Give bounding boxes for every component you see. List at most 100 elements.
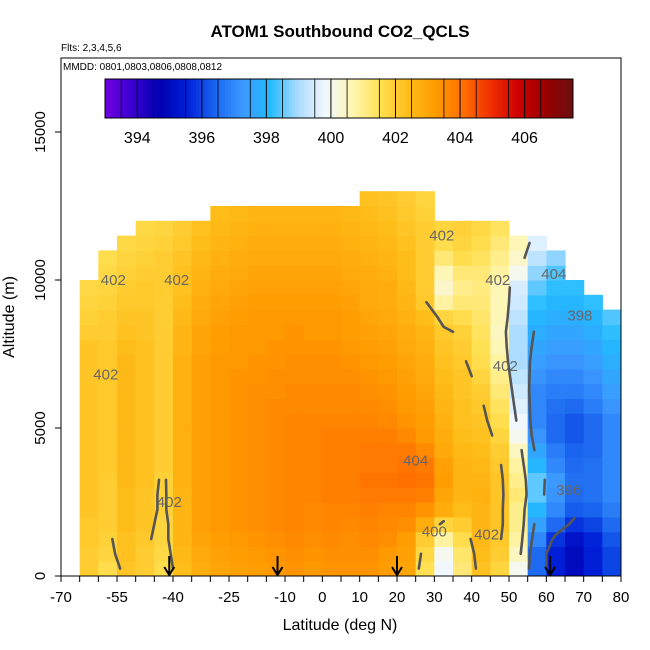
- heatmap-cell: [191, 354, 211, 370]
- heatmap-cell: [98, 457, 118, 473]
- heatmap-cell: [359, 546, 379, 562]
- heatmap-cell: [527, 235, 547, 251]
- heatmap-cell: [210, 487, 230, 503]
- heatmap-cell: [453, 280, 473, 296]
- heatmap-cell: [397, 235, 417, 251]
- heatmap-cell: [453, 472, 473, 488]
- heatmap-cell: [117, 531, 137, 547]
- colorbar-segment: [306, 79, 311, 118]
- heatmap-cell: [453, 413, 473, 429]
- heatmap-cell: [79, 294, 99, 311]
- colorbar-segment: [546, 79, 551, 118]
- heatmap-cell: [509, 428, 529, 444]
- heatmap-cell: [453, 309, 473, 325]
- heatmap-cell: [453, 383, 473, 399]
- heatmap-cell: [135, 265, 155, 281]
- colorbar-segment: [409, 79, 413, 118]
- contour-labels: 402 402 402 402 402 402 402 402 404 400 398 396 404: [93, 228, 592, 544]
- heatmap-cell: [453, 516, 473, 533]
- heatmap-cell: [266, 265, 286, 281]
- colorbar-segment: [567, 79, 571, 118]
- colorbar-segment: [423, 79, 428, 118]
- heatmap-cell: [490, 294, 510, 311]
- heatmap-cell: [79, 546, 99, 562]
- contour-label: 402: [493, 358, 518, 375]
- colorbar-segment: [192, 79, 197, 118]
- heatmap-cell: [546, 354, 566, 370]
- colorbar-segment: [382, 79, 387, 118]
- heatmap-cell: [210, 531, 230, 547]
- heatmap-cell: [285, 250, 305, 266]
- heatmap-cell: [565, 502, 585, 518]
- heatmap-cell: [303, 457, 323, 473]
- heatmap-cell: [322, 339, 342, 355]
- heatmap-cell: [527, 502, 547, 518]
- heatmap-cell: [359, 309, 379, 325]
- heatmap-cell: [509, 339, 529, 355]
- heatmap-cell: [359, 280, 379, 296]
- heatmap-cell: [397, 191, 417, 207]
- heatmap-cell: [303, 472, 323, 488]
- heatmap-cell: [583, 546, 603, 562]
- heatmap-cell: [173, 339, 193, 355]
- heatmap-cell: [117, 368, 137, 385]
- heatmap-cell: [546, 368, 566, 385]
- colorbar-segment: [479, 79, 483, 118]
- heatmap-cell: [546, 339, 566, 355]
- heatmap-cell: [565, 442, 585, 459]
- heatmap-cells: [79, 191, 621, 576]
- heatmap-cell: [583, 294, 603, 311]
- heatmap-cell: [565, 368, 585, 385]
- heatmap-cell: [154, 324, 174, 340]
- colorbar-segment: [143, 79, 147, 118]
- heatmap-cell: [546, 324, 566, 340]
- x-tick-label: -40: [162, 589, 184, 606]
- colorbar-segment: [239, 79, 243, 118]
- heatmap-cell: [98, 339, 118, 355]
- heatmap-cell: [341, 220, 361, 237]
- heatmap-cell: [303, 531, 323, 547]
- x-axis: -70 -55 -40 -25 -10 0 10 20 30 40 50 60 70 80: [50, 576, 629, 606]
- colorbar-segment: [499, 79, 504, 118]
- heatmap-cell: [117, 502, 137, 518]
- colorbar-segment: [312, 79, 317, 118]
- heatmap-cell: [509, 354, 529, 370]
- heatmap-cell: [154, 339, 174, 355]
- heatmap-cell: [471, 383, 491, 399]
- colorbar-segment: [336, 79, 340, 118]
- heatmap-cell: [229, 265, 249, 281]
- heatmap-cell: [378, 398, 398, 414]
- heatmap-cell: [303, 354, 323, 370]
- colorbar-segment: [435, 79, 439, 118]
- heatmap-cell: [173, 442, 193, 459]
- heatmap-cell: [565, 354, 585, 370]
- colorbar-segment: [537, 79, 542, 118]
- heatmap-cell: [434, 220, 454, 237]
- heatmap-cell: [415, 502, 435, 518]
- heatmap-cell: [117, 294, 137, 311]
- heatmap-cell: [471, 398, 491, 414]
- colorbar-segment: [444, 79, 448, 118]
- heatmap-cell: [154, 413, 174, 429]
- heatmap-cell: [266, 354, 286, 370]
- heatmap-cell: [266, 487, 286, 503]
- heatmap-cell: [303, 324, 323, 340]
- heatmap-cell: [191, 250, 211, 266]
- heatmap-cell: [266, 368, 286, 385]
- heatmap-cell: [415, 457, 435, 473]
- heatmap-cell: [434, 280, 454, 296]
- x-axis-title: Latitude (deg N): [283, 617, 398, 634]
- heatmap-cell: [322, 235, 342, 251]
- heatmap-cell: [135, 339, 155, 355]
- colorbar-segment: [186, 79, 191, 118]
- heatmap-cell: [378, 324, 398, 340]
- heatmap-cell: [397, 531, 417, 547]
- heatmap-cell: [229, 413, 249, 429]
- heatmap-cell: [527, 294, 547, 311]
- heatmap-cell: [210, 294, 230, 311]
- heatmap-cell: [415, 250, 435, 266]
- colorbar-segment: [160, 79, 164, 118]
- heatmap-cell: [490, 546, 510, 562]
- heatmap-cell: [79, 561, 99, 576]
